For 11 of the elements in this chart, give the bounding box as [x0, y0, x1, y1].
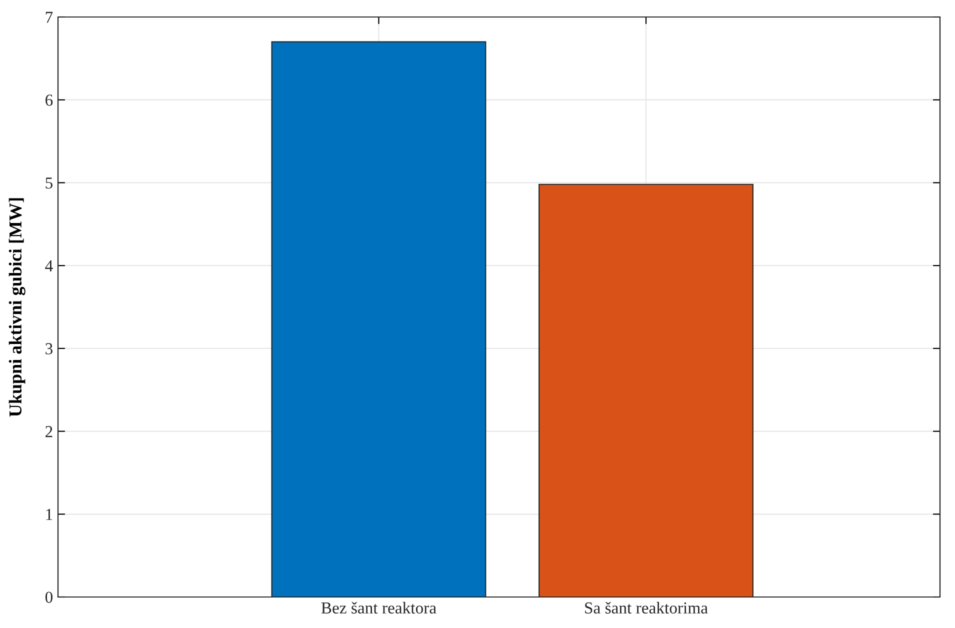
y-tick-label: 2	[46, 426, 52, 438]
y-axis-title: Ukupni aktivni gubici [MW]	[8, 198, 26, 417]
y-tick-label: 3	[46, 343, 52, 354]
x-tick-label: Sa šant reaktorima	[585, 602, 708, 614]
y-tick-label: 1	[46, 508, 52, 520]
y-tick-label: 7	[46, 12, 53, 23]
y-tick-label: 5	[46, 178, 52, 189]
y-tick-label: 6	[46, 94, 53, 106]
y-tick-label: 0	[45, 592, 53, 603]
x-tick-label: Bez šant reaktora	[321, 602, 436, 614]
y-tick-label: 4	[45, 260, 53, 272]
